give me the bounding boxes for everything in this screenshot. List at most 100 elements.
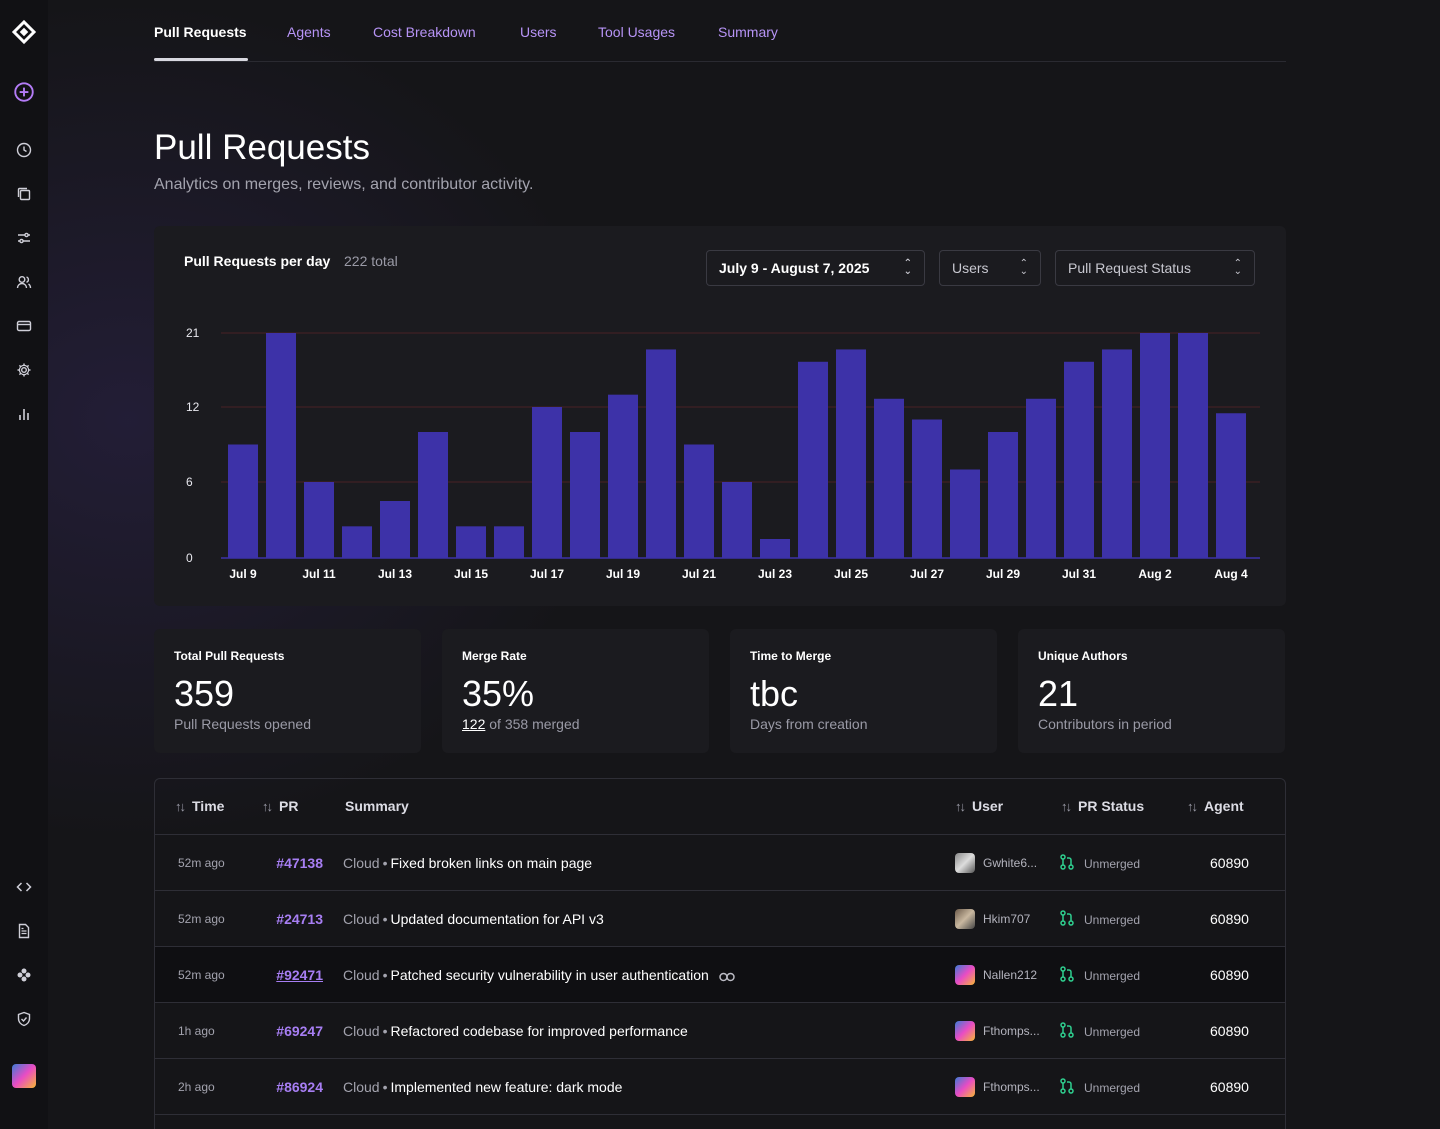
bar[interactable] bbox=[1216, 413, 1246, 558]
bar[interactable] bbox=[1026, 398, 1056, 558]
bar[interactable] bbox=[646, 349, 676, 558]
bar[interactable] bbox=[912, 419, 942, 559]
row-summary: Cloud • Fixed broken links on main page bbox=[343, 855, 592, 871]
stat-sub-text: of 358 merged bbox=[489, 716, 580, 732]
table-row[interactable]: 52m ago #92471 Cloud • Patched security vuln… bbox=[155, 947, 1285, 1003]
row-user[interactable]: Hkim707 bbox=[955, 909, 1030, 929]
row-status-text: Unmerged bbox=[1084, 1024, 1141, 1039]
bar[interactable] bbox=[342, 526, 372, 558]
bar[interactable] bbox=[798, 361, 828, 558]
tab-summary[interactable]: Summary bbox=[718, 24, 778, 40]
bar[interactable] bbox=[1178, 333, 1208, 558]
new-icon[interactable] bbox=[12, 80, 36, 104]
row-user[interactable]: Fthomps... bbox=[955, 1021, 1040, 1041]
avatar bbox=[955, 965, 975, 985]
bar[interactable] bbox=[494, 526, 524, 558]
pr-link[interactable]: #69247 bbox=[276, 1023, 323, 1039]
billing-card-icon[interactable] bbox=[12, 314, 36, 338]
avatar bbox=[955, 853, 975, 873]
column-header-user[interactable]: ↑↓ User bbox=[955, 798, 1003, 814]
sort-icon: ↑↓ bbox=[1061, 798, 1072, 814]
bar[interactable] bbox=[836, 349, 866, 558]
row-status: Unmerged bbox=[1060, 910, 1140, 929]
row-user-name: Fthomps... bbox=[983, 1080, 1040, 1094]
x-tick-label: Jul 11 bbox=[302, 567, 336, 581]
bar[interactable] bbox=[418, 432, 448, 558]
tab-tool-usages[interactable]: Tool Usages bbox=[598, 24, 676, 40]
row-summary-text: Patched security vulnerability in user a… bbox=[390, 967, 709, 983]
bar[interactable] bbox=[722, 482, 752, 558]
column-header-pr-status[interactable]: ↑↓ PR Status bbox=[1061, 798, 1144, 814]
active-tab-indicator bbox=[154, 58, 248, 61]
row-user[interactable]: Fthomps... bbox=[955, 1077, 1040, 1097]
pr-link[interactable]: #92471 bbox=[276, 967, 323, 983]
stat-card-time-to-merge: Time to Merge tbc Days from creation bbox=[730, 629, 997, 753]
table-row[interactable]: 52m ago #47138 Cloud • Fixed broken links on… bbox=[155, 835, 1285, 891]
chart-card: Pull Requests per day 222 total July 9 -… bbox=[154, 226, 1286, 606]
bar[interactable] bbox=[608, 394, 638, 558]
x-tick-label: Aug 4 bbox=[1214, 567, 1248, 581]
status-select[interactable]: Pull Request Status ⌃ ⌄ bbox=[1055, 250, 1255, 286]
chevron-updown-icon: ⌃ ⌄ bbox=[1233, 258, 1242, 277]
stat-sub: 122 of 358 merged bbox=[462, 716, 580, 732]
copy-icon[interactable] bbox=[12, 182, 36, 206]
row-user-name: Fthomps... bbox=[983, 1024, 1040, 1038]
row-user-name: Nallen212 bbox=[983, 968, 1038, 982]
tab-cost-breakdown[interactable]: Cost Breakdown bbox=[373, 24, 476, 40]
analytics-bar-icon[interactable] bbox=[12, 402, 36, 426]
column-header-agent[interactable]: ↑↓ Agent bbox=[1187, 798, 1244, 814]
docs-icon[interactable] bbox=[12, 919, 36, 943]
pr-link[interactable]: #24713 bbox=[276, 911, 323, 927]
tab-pull-requests[interactable]: Pull Requests bbox=[154, 24, 247, 40]
users-select[interactable]: Users ⌃ ⌄ bbox=[939, 250, 1041, 286]
column-label: PR Status bbox=[1078, 798, 1145, 814]
row-summary: Cloud • Implemented new feature: dark mode bbox=[343, 1079, 622, 1095]
row-time: 1h ago bbox=[178, 1024, 215, 1038]
bar[interactable] bbox=[532, 407, 562, 558]
stat-sub: Pull Requests opened bbox=[174, 716, 311, 732]
gear-icon[interactable] bbox=[12, 358, 36, 382]
link-icon[interactable] bbox=[719, 969, 735, 985]
pr-link[interactable]: #47138 bbox=[276, 855, 323, 871]
table-row[interactable]: 52m ago #24713 Cloud • Updated documentation… bbox=[155, 891, 1285, 947]
bar[interactable] bbox=[684, 444, 714, 559]
sort-icon: ↑↓ bbox=[262, 798, 273, 814]
user-avatar[interactable] bbox=[12, 1064, 36, 1088]
bar[interactable] bbox=[1064, 361, 1094, 558]
bar[interactable] bbox=[1102, 349, 1132, 558]
row-user[interactable]: Nallen212 bbox=[955, 965, 1037, 985]
settings-sliders-icon[interactable] bbox=[12, 226, 36, 250]
bar[interactable] bbox=[1140, 333, 1170, 558]
row-time: 52m ago bbox=[178, 912, 225, 926]
sidebar bbox=[0, 0, 48, 1129]
column-header-time[interactable]: ↑↓ Time bbox=[175, 798, 224, 814]
date-range-select[interactable]: July 9 - August 7, 2025 ⌃ ⌄ bbox=[706, 250, 925, 286]
row-user[interactable]: Gwhite6... bbox=[955, 853, 1037, 873]
avatar bbox=[955, 909, 975, 929]
logo-icon[interactable] bbox=[12, 19, 36, 45]
table-row[interactable]: 1h ago #69247 Cloud • Refactored codebase fo… bbox=[155, 1003, 1285, 1059]
tab-users[interactable]: Users bbox=[520, 24, 557, 40]
bar[interactable] bbox=[228, 444, 258, 559]
merged-count-link[interactable]: 122 bbox=[462, 716, 486, 732]
bar[interactable] bbox=[760, 539, 790, 558]
bar[interactable] bbox=[874, 398, 904, 558]
page-title: Pull Requests bbox=[154, 128, 370, 167]
users-icon[interactable] bbox=[12, 270, 36, 294]
column-header-pr[interactable]: ↑↓ PR bbox=[262, 798, 298, 814]
bar[interactable] bbox=[570, 432, 600, 558]
security-shield-icon[interactable] bbox=[12, 1007, 36, 1031]
bar[interactable] bbox=[988, 432, 1018, 558]
bar[interactable] bbox=[266, 333, 296, 558]
bar[interactable] bbox=[456, 526, 486, 558]
stat-sub: Contributors in period bbox=[1038, 716, 1172, 732]
history-icon[interactable] bbox=[12, 138, 36, 162]
pr-link[interactable]: #86924 bbox=[276, 1079, 323, 1095]
table-row[interactable]: 2h ago #86924 Cloud • Implemented new featur… bbox=[155, 1059, 1285, 1115]
bar[interactable] bbox=[304, 482, 334, 558]
tab-agents[interactable]: Agents bbox=[287, 24, 331, 40]
integrations-icon[interactable] bbox=[12, 963, 36, 987]
code-icon[interactable] bbox=[12, 875, 36, 899]
bar[interactable] bbox=[950, 469, 980, 559]
bar[interactable] bbox=[380, 501, 410, 558]
